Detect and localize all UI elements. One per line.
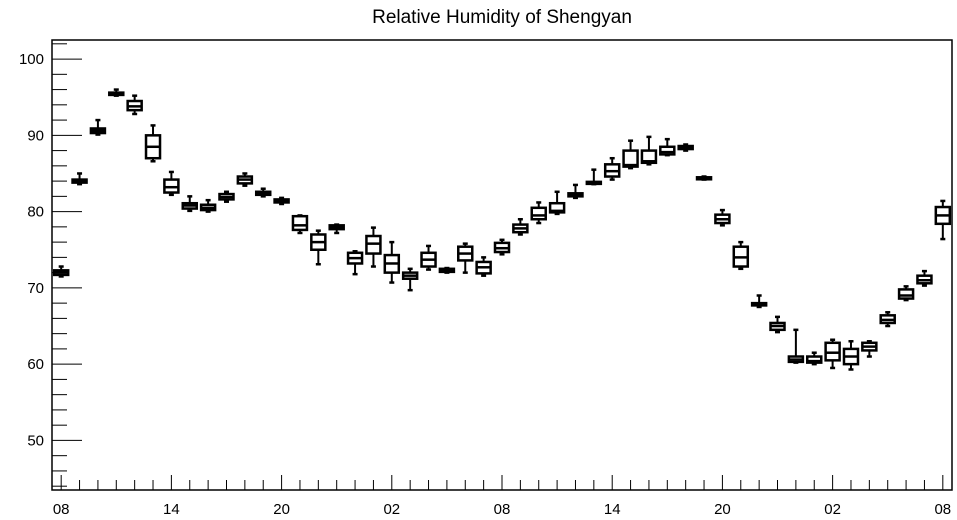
box-item bbox=[805, 351, 823, 366]
box-item bbox=[254, 187, 272, 198]
box-item bbox=[420, 244, 437, 271]
box-item bbox=[383, 240, 401, 284]
x-axis: 08 14 20 02 08 14 20 02 08 bbox=[53, 475, 951, 518]
box-item bbox=[457, 242, 474, 274]
x-tick-label: 20 bbox=[273, 501, 290, 518]
box-item bbox=[861, 340, 878, 358]
box-item bbox=[640, 135, 658, 166]
box-item bbox=[493, 238, 511, 256]
box-item bbox=[603, 156, 621, 181]
y-tick-label: 100 bbox=[19, 51, 44, 68]
y-axis: 50 60 70 80 90 100 bbox=[19, 43, 82, 487]
box-item bbox=[52, 265, 70, 278]
y-tick-label: 80 bbox=[27, 204, 44, 221]
box-item bbox=[401, 267, 419, 292]
box-item bbox=[567, 183, 584, 200]
box-item bbox=[714, 208, 731, 227]
box-item bbox=[328, 223, 345, 235]
box-item bbox=[787, 328, 805, 364]
box-item bbox=[512, 217, 529, 236]
box-body bbox=[805, 355, 823, 364]
box-series bbox=[52, 88, 952, 371]
box-item bbox=[365, 226, 382, 268]
x-tick-label: 08 bbox=[494, 501, 511, 518]
box-item bbox=[769, 315, 786, 334]
box-item bbox=[695, 175, 713, 181]
box-item bbox=[475, 256, 492, 277]
box-item bbox=[144, 124, 162, 163]
chart-title: Relative Humidity of Shengyan bbox=[372, 7, 632, 28]
box-item bbox=[346, 250, 364, 276]
y-tick-label: 60 bbox=[27, 356, 44, 373]
box-item bbox=[659, 137, 676, 157]
box-body bbox=[291, 214, 309, 232]
box-body bbox=[659, 145, 676, 156]
x-tick-label: 08 bbox=[53, 501, 70, 518]
y-tick-label: 50 bbox=[27, 432, 44, 449]
box-item bbox=[750, 294, 768, 309]
x-tick-label: 20 bbox=[714, 501, 731, 518]
box-item bbox=[126, 94, 143, 116]
box-item bbox=[622, 139, 639, 170]
box-item bbox=[89, 118, 107, 136]
box-item bbox=[438, 266, 456, 274]
box-body bbox=[622, 149, 639, 168]
x-tick-label: 02 bbox=[824, 501, 841, 518]
x-tick-label: 14 bbox=[163, 501, 180, 518]
box-body bbox=[640, 149, 658, 165]
box-item bbox=[824, 338, 841, 370]
x-tick-label: 02 bbox=[383, 501, 400, 518]
box-item bbox=[677, 143, 694, 152]
plot-frame bbox=[51, 39, 953, 491]
box-item bbox=[291, 214, 309, 235]
box-item bbox=[530, 201, 547, 225]
box-item bbox=[199, 198, 217, 213]
box-body bbox=[530, 206, 547, 221]
y-tick-label: 70 bbox=[27, 280, 44, 297]
box-item bbox=[585, 168, 603, 186]
box-item bbox=[934, 199, 952, 241]
box-item bbox=[732, 240, 750, 271]
box-item bbox=[548, 190, 566, 216]
x-tick-label: 14 bbox=[604, 501, 621, 518]
box-body bbox=[548, 201, 566, 214]
box-item bbox=[310, 229, 327, 266]
box-item bbox=[163, 170, 180, 197]
box-item bbox=[916, 269, 933, 287]
box-item bbox=[273, 196, 290, 206]
box-item bbox=[879, 311, 896, 328]
box-item bbox=[236, 172, 254, 187]
box-item bbox=[71, 172, 88, 186]
x-tick-label: 08 bbox=[934, 501, 951, 518]
box-item bbox=[897, 285, 915, 302]
box-item bbox=[218, 190, 235, 203]
box-item bbox=[181, 195, 199, 213]
box-body bbox=[897, 288, 915, 300]
y-tick-label: 90 bbox=[27, 127, 44, 144]
box-item bbox=[108, 88, 125, 97]
box-item bbox=[842, 340, 860, 371]
